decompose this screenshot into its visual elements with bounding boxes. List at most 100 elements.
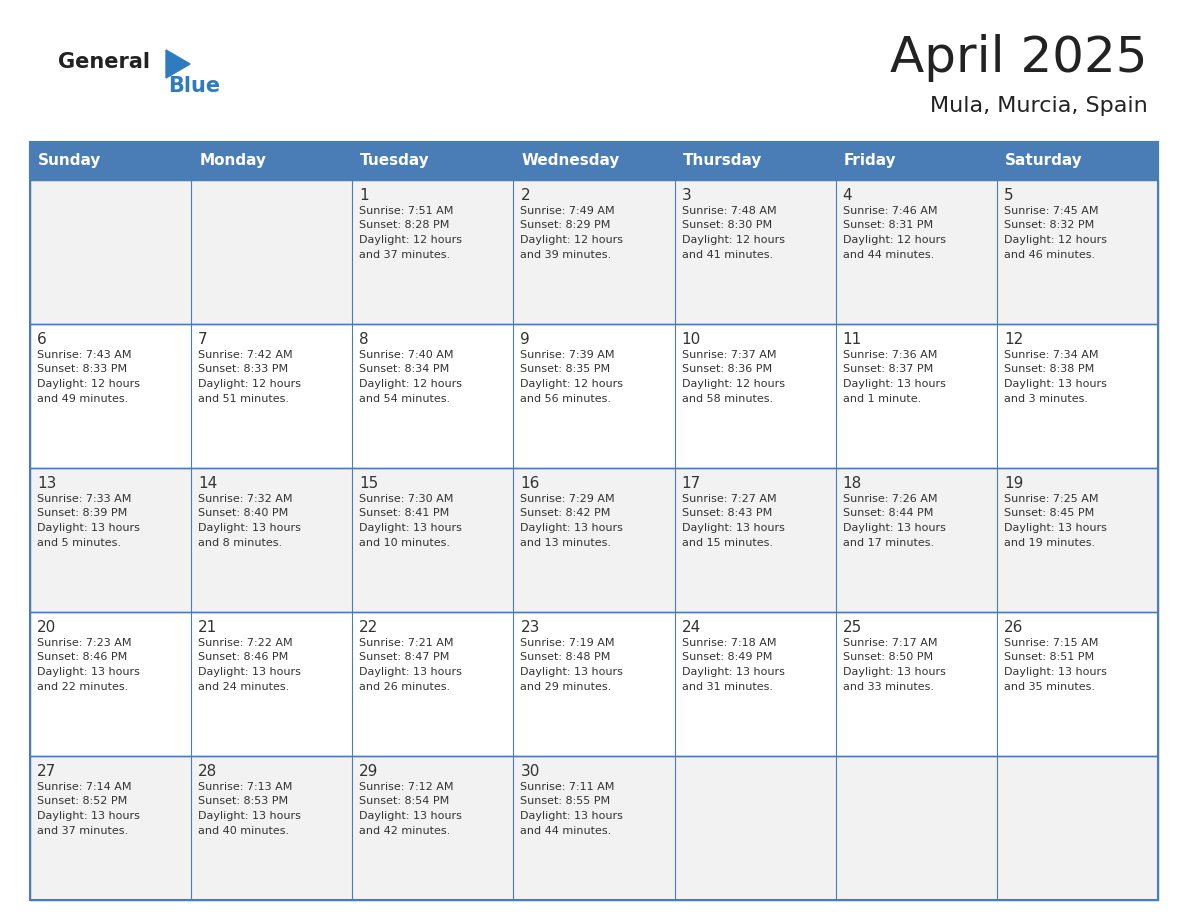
Text: Sunrise: 7:27 AM: Sunrise: 7:27 AM [682, 494, 776, 504]
Text: Daylight: 12 hours: Daylight: 12 hours [682, 379, 784, 389]
Bar [30, 180, 1158, 324]
Text: and 44 minutes.: and 44 minutes. [842, 250, 934, 260]
Text: Monday: Monday [200, 153, 266, 169]
Text: Sunset: 8:49 PM: Sunset: 8:49 PM [682, 653, 772, 663]
Text: Daylight: 12 hours: Daylight: 12 hours [37, 379, 140, 389]
Text: Daylight: 13 hours: Daylight: 13 hours [359, 811, 462, 821]
Bar [353, 142, 513, 180]
Text: Sunrise: 7:48 AM: Sunrise: 7:48 AM [682, 206, 776, 216]
Text: 27: 27 [37, 764, 56, 779]
Text: Sunrise: 7:17 AM: Sunrise: 7:17 AM [842, 638, 937, 648]
Text: and 51 minutes.: and 51 minutes. [198, 394, 289, 404]
Bar [30, 612, 1158, 756]
Text: Daylight: 13 hours: Daylight: 13 hours [520, 811, 624, 821]
Text: Wednesday: Wednesday [522, 153, 620, 169]
Text: Sunrise: 7:19 AM: Sunrise: 7:19 AM [520, 638, 615, 648]
Text: Sunset: 8:35 PM: Sunset: 8:35 PM [520, 364, 611, 375]
Text: Daylight: 13 hours: Daylight: 13 hours [359, 667, 462, 677]
Text: Sunrise: 7:15 AM: Sunrise: 7:15 AM [1004, 638, 1098, 648]
Text: Sunset: 8:55 PM: Sunset: 8:55 PM [520, 797, 611, 807]
Text: 14: 14 [198, 476, 217, 491]
Text: Daylight: 13 hours: Daylight: 13 hours [682, 523, 784, 533]
Text: Sunrise: 7:51 AM: Sunrise: 7:51 AM [359, 206, 454, 216]
Text: 25: 25 [842, 620, 862, 635]
Text: and 31 minutes.: and 31 minutes. [682, 681, 772, 691]
Text: and 24 minutes.: and 24 minutes. [198, 681, 290, 691]
Text: 20: 20 [37, 620, 56, 635]
Text: and 46 minutes.: and 46 minutes. [1004, 250, 1095, 260]
Text: and 54 minutes.: and 54 minutes. [359, 394, 450, 404]
Text: 15: 15 [359, 476, 379, 491]
Text: and 37 minutes.: and 37 minutes. [37, 825, 128, 835]
Text: 16: 16 [520, 476, 539, 491]
Text: Sunset: 8:28 PM: Sunset: 8:28 PM [359, 220, 450, 230]
Text: and 1 minute.: and 1 minute. [842, 394, 921, 404]
Text: Daylight: 12 hours: Daylight: 12 hours [359, 379, 462, 389]
Text: Sunset: 8:43 PM: Sunset: 8:43 PM [682, 509, 772, 519]
Text: General: General [58, 52, 150, 72]
Text: 10: 10 [682, 332, 701, 347]
Text: and 22 minutes.: and 22 minutes. [37, 681, 128, 691]
Text: Daylight: 12 hours: Daylight: 12 hours [842, 235, 946, 245]
Text: Sunrise: 7:39 AM: Sunrise: 7:39 AM [520, 350, 615, 360]
Text: Sunset: 8:46 PM: Sunset: 8:46 PM [198, 653, 289, 663]
Bar [30, 756, 1158, 900]
Text: 23: 23 [520, 620, 539, 635]
Text: 30: 30 [520, 764, 539, 779]
Text: Sunrise: 7:22 AM: Sunrise: 7:22 AM [198, 638, 292, 648]
Text: Sunrise: 7:37 AM: Sunrise: 7:37 AM [682, 350, 776, 360]
Text: Sunset: 8:52 PM: Sunset: 8:52 PM [37, 797, 127, 807]
Text: 7: 7 [198, 332, 208, 347]
Text: Daylight: 13 hours: Daylight: 13 hours [359, 523, 462, 533]
Text: Sunrise: 7:11 AM: Sunrise: 7:11 AM [520, 782, 615, 792]
Text: Sunrise: 7:23 AM: Sunrise: 7:23 AM [37, 638, 132, 648]
Text: 8: 8 [359, 332, 369, 347]
Text: Daylight: 13 hours: Daylight: 13 hours [198, 667, 301, 677]
Text: Blue: Blue [168, 76, 220, 96]
Text: Sunset: 8:36 PM: Sunset: 8:36 PM [682, 364, 772, 375]
Text: 1: 1 [359, 188, 369, 203]
Text: Daylight: 13 hours: Daylight: 13 hours [842, 667, 946, 677]
Text: Daylight: 13 hours: Daylight: 13 hours [198, 811, 301, 821]
Text: 13: 13 [37, 476, 56, 491]
Text: Sunrise: 7:30 AM: Sunrise: 7:30 AM [359, 494, 454, 504]
Text: 11: 11 [842, 332, 862, 347]
Text: and 5 minutes.: and 5 minutes. [37, 538, 121, 547]
Text: Sunrise: 7:33 AM: Sunrise: 7:33 AM [37, 494, 132, 504]
Text: Sunset: 8:46 PM: Sunset: 8:46 PM [37, 653, 127, 663]
Bar [30, 324, 1158, 468]
Text: Sunrise: 7:18 AM: Sunrise: 7:18 AM [682, 638, 776, 648]
Text: 26: 26 [1004, 620, 1023, 635]
Text: and 26 minutes.: and 26 minutes. [359, 681, 450, 691]
Text: Sunrise: 7:29 AM: Sunrise: 7:29 AM [520, 494, 615, 504]
Text: Sunrise: 7:21 AM: Sunrise: 7:21 AM [359, 638, 454, 648]
Text: Sunset: 8:45 PM: Sunset: 8:45 PM [1004, 509, 1094, 519]
Text: Sunset: 8:37 PM: Sunset: 8:37 PM [842, 364, 933, 375]
Text: Mula, Murcia, Spain: Mula, Murcia, Spain [930, 96, 1148, 116]
Text: Tuesday: Tuesday [360, 153, 430, 169]
Text: Sunset: 8:42 PM: Sunset: 8:42 PM [520, 509, 611, 519]
Text: and 10 minutes.: and 10 minutes. [359, 538, 450, 547]
Text: 18: 18 [842, 476, 862, 491]
Text: Sunset: 8:32 PM: Sunset: 8:32 PM [1004, 220, 1094, 230]
Text: and 37 minutes.: and 37 minutes. [359, 250, 450, 260]
Text: Sunset: 8:34 PM: Sunset: 8:34 PM [359, 364, 449, 375]
Text: Sunset: 8:41 PM: Sunset: 8:41 PM [359, 509, 449, 519]
Text: 2: 2 [520, 188, 530, 203]
Text: and 33 minutes.: and 33 minutes. [842, 681, 934, 691]
Text: 3: 3 [682, 188, 691, 203]
Bar [30, 142, 1158, 180]
Text: Sunset: 8:53 PM: Sunset: 8:53 PM [198, 797, 289, 807]
Text: and 42 minutes.: and 42 minutes. [359, 825, 450, 835]
Text: and 29 minutes.: and 29 minutes. [520, 681, 612, 691]
Text: Daylight: 12 hours: Daylight: 12 hours [1004, 235, 1107, 245]
Text: Sunrise: 7:42 AM: Sunrise: 7:42 AM [198, 350, 292, 360]
Text: 19: 19 [1004, 476, 1023, 491]
Text: Daylight: 13 hours: Daylight: 13 hours [1004, 379, 1107, 389]
Text: Saturday: Saturday [1005, 153, 1082, 169]
Text: and 41 minutes.: and 41 minutes. [682, 250, 772, 260]
Text: Sunset: 8:29 PM: Sunset: 8:29 PM [520, 220, 611, 230]
Text: Sunset: 8:31 PM: Sunset: 8:31 PM [842, 220, 933, 230]
Text: April 2025: April 2025 [891, 34, 1148, 82]
Text: and 17 minutes.: and 17 minutes. [842, 538, 934, 547]
